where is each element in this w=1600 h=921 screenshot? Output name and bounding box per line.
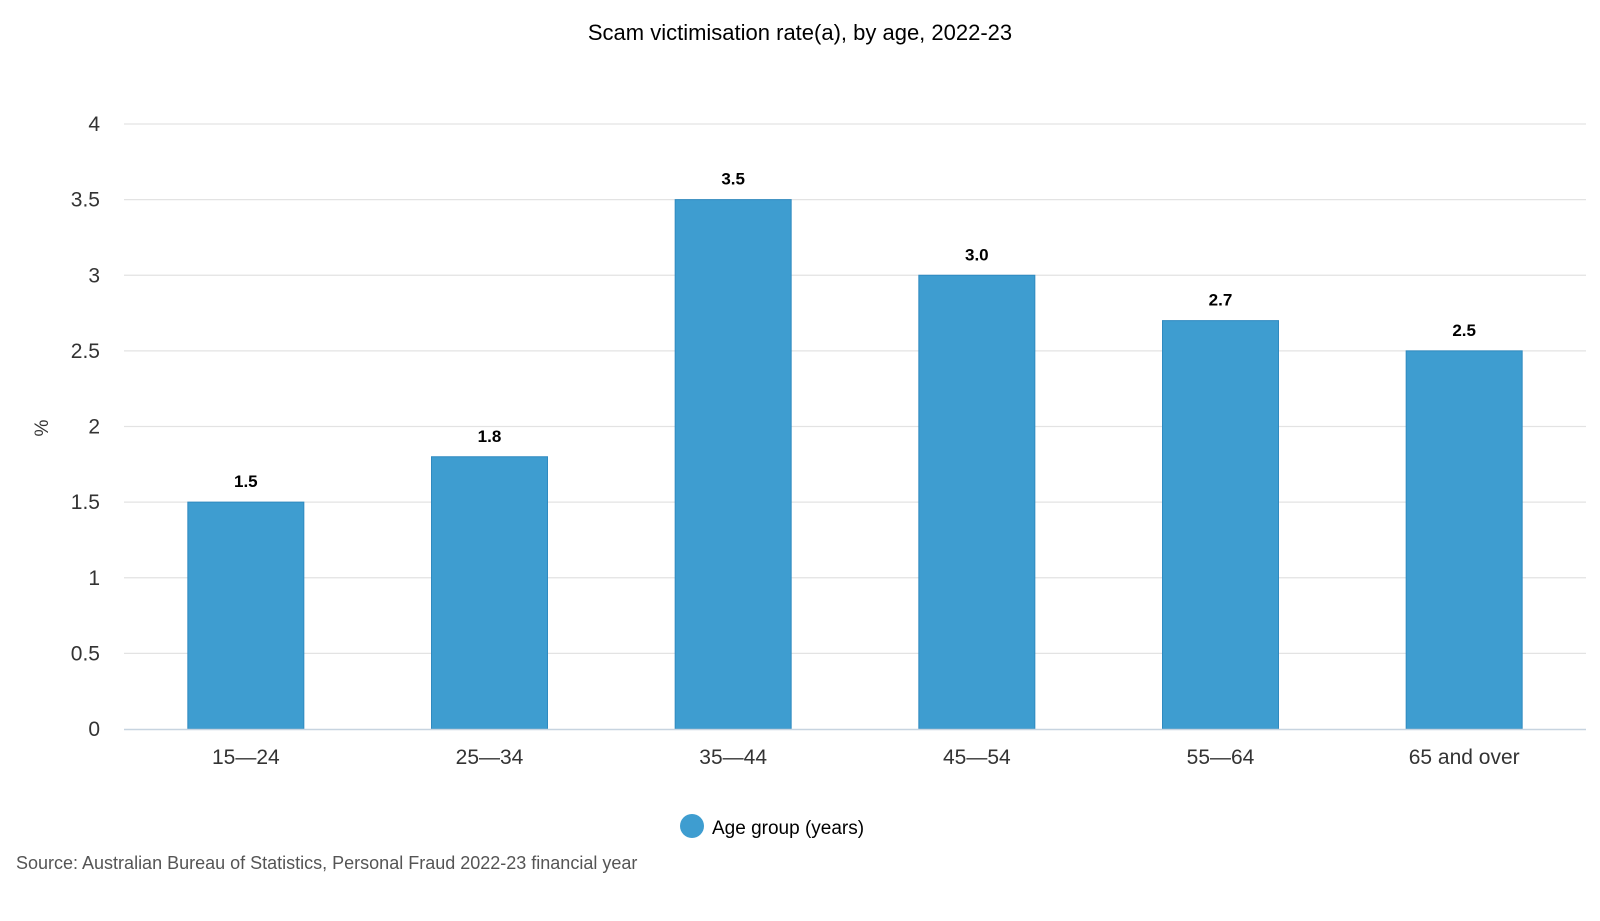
data-label: 2.5 xyxy=(1452,321,1476,340)
chart-title: Scam victimisation rate(a), by age, 2022… xyxy=(588,20,1012,45)
x-tick-label: 25—34 xyxy=(456,746,524,769)
gridlines xyxy=(124,123,1586,654)
y-tick-label: 4 xyxy=(88,113,100,136)
x-tick-label: 35—44 xyxy=(699,746,767,769)
legend[interactable]: Age group (years) xyxy=(680,814,864,839)
bars xyxy=(187,199,1523,730)
legend-label: Age group (years) xyxy=(712,818,864,839)
y-tick-label: 3.5 xyxy=(71,189,100,212)
data-label: 1.8 xyxy=(478,427,502,446)
y-tick-label: 1 xyxy=(88,567,100,590)
data-label: 2.7 xyxy=(1209,291,1233,310)
x-axis-ticks: 15—24 25—34 35—44 45—54 55—64 65 and over xyxy=(212,746,1520,769)
x-tick-label: 15—24 xyxy=(212,746,280,769)
y-tick-label: 0.5 xyxy=(71,642,100,665)
bar[interactable] xyxy=(918,274,1036,730)
bar[interactable] xyxy=(431,456,548,730)
data-label: 3.0 xyxy=(965,245,989,264)
data-labels: 1.5 1.8 3.5 3.0 2.7 2.5 xyxy=(234,170,1476,492)
x-tick-label: 55—64 xyxy=(1187,746,1255,769)
y-axis-ticks: 0 0.5 1 1.5 2 2.5 3 3.5 4 xyxy=(71,113,101,741)
x-tick-label: 65 and over xyxy=(1409,746,1520,769)
legend-marker xyxy=(680,814,704,838)
y-tick-label: 2.5 xyxy=(71,340,100,363)
bar[interactable] xyxy=(1162,320,1279,730)
bar[interactable] xyxy=(674,199,792,730)
x-tick-label: 45—54 xyxy=(943,746,1011,769)
bar[interactable] xyxy=(187,501,305,730)
y-tick-label: 3 xyxy=(88,264,100,287)
data-label: 3.5 xyxy=(721,170,745,189)
source-note: Source: Australian Bureau of Statistics,… xyxy=(16,853,638,873)
y-tick-label: 0 xyxy=(88,718,100,741)
data-label: 1.5 xyxy=(234,472,258,491)
y-axis-label: % xyxy=(32,419,53,436)
y-tick-label: 2 xyxy=(88,416,100,439)
bar[interactable] xyxy=(1405,350,1523,730)
y-tick-label: 1.5 xyxy=(71,491,100,514)
